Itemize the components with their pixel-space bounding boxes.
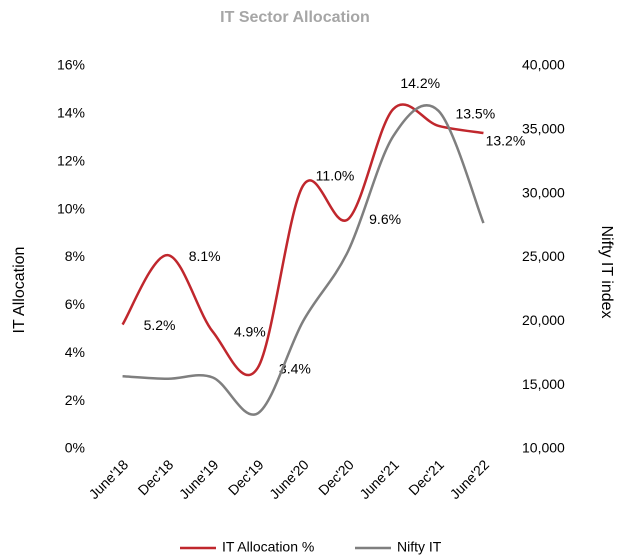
y-tick-label: 6% xyxy=(65,296,85,312)
x-tick-label: June'21 xyxy=(356,456,402,502)
y2-axis-title: Nifty IT index xyxy=(598,225,615,318)
data-label: 13.5% xyxy=(455,106,495,122)
data-label: 8.1% xyxy=(189,248,221,264)
y2-tick-label: 40,000 xyxy=(522,57,565,73)
series-line xyxy=(122,104,485,416)
y-tick-label: 8% xyxy=(65,248,85,264)
y2-tick-label: 10,000 xyxy=(522,440,565,456)
y-tick-label: 10% xyxy=(57,200,85,216)
data-label: 9.6% xyxy=(369,211,401,227)
x-tick-label: Dec'20 xyxy=(315,456,357,498)
y2-tick-label: 20,000 xyxy=(522,312,565,328)
y-tick-label: 0% xyxy=(65,440,85,456)
data-label: 5.2% xyxy=(144,317,176,333)
y-tick-label: 14% xyxy=(57,105,85,121)
y-axis-title: IT Allocation xyxy=(11,247,28,334)
x-tick-label: Dec'19 xyxy=(225,456,267,498)
y-tick-label: 4% xyxy=(65,344,85,360)
y2-tick-label: 15,000 xyxy=(522,376,565,392)
x-tick-label: June'19 xyxy=(176,456,222,502)
series-line xyxy=(121,103,484,377)
x-tick-label: June'18 xyxy=(86,456,132,502)
data-label: 14.2% xyxy=(400,75,440,91)
x-tick-label: Dec'18 xyxy=(135,456,177,498)
x-tick-label: June'20 xyxy=(266,456,312,502)
data-label: 11.0% xyxy=(316,167,355,183)
chart-title: IT Sector Allocation xyxy=(220,9,370,26)
y2-tick-label: 30,000 xyxy=(522,184,565,200)
y2-tick-label: 25,000 xyxy=(522,248,565,264)
y-tick-label: 12% xyxy=(57,152,85,168)
y2-tick-label: 35,000 xyxy=(522,121,565,137)
legend-label: IT Allocation % xyxy=(222,539,314,555)
x-tick-label: Dec'21 xyxy=(405,456,447,498)
data-label: 4.9% xyxy=(234,323,266,339)
y-tick-label: 16% xyxy=(57,57,85,73)
x-tick-label: June'22 xyxy=(446,456,492,502)
legend-label: Nifty IT xyxy=(397,539,442,555)
y-tick-label: 2% xyxy=(65,392,85,408)
data-label: 3.4% xyxy=(279,360,311,376)
data-label: 13.2% xyxy=(486,133,526,149)
